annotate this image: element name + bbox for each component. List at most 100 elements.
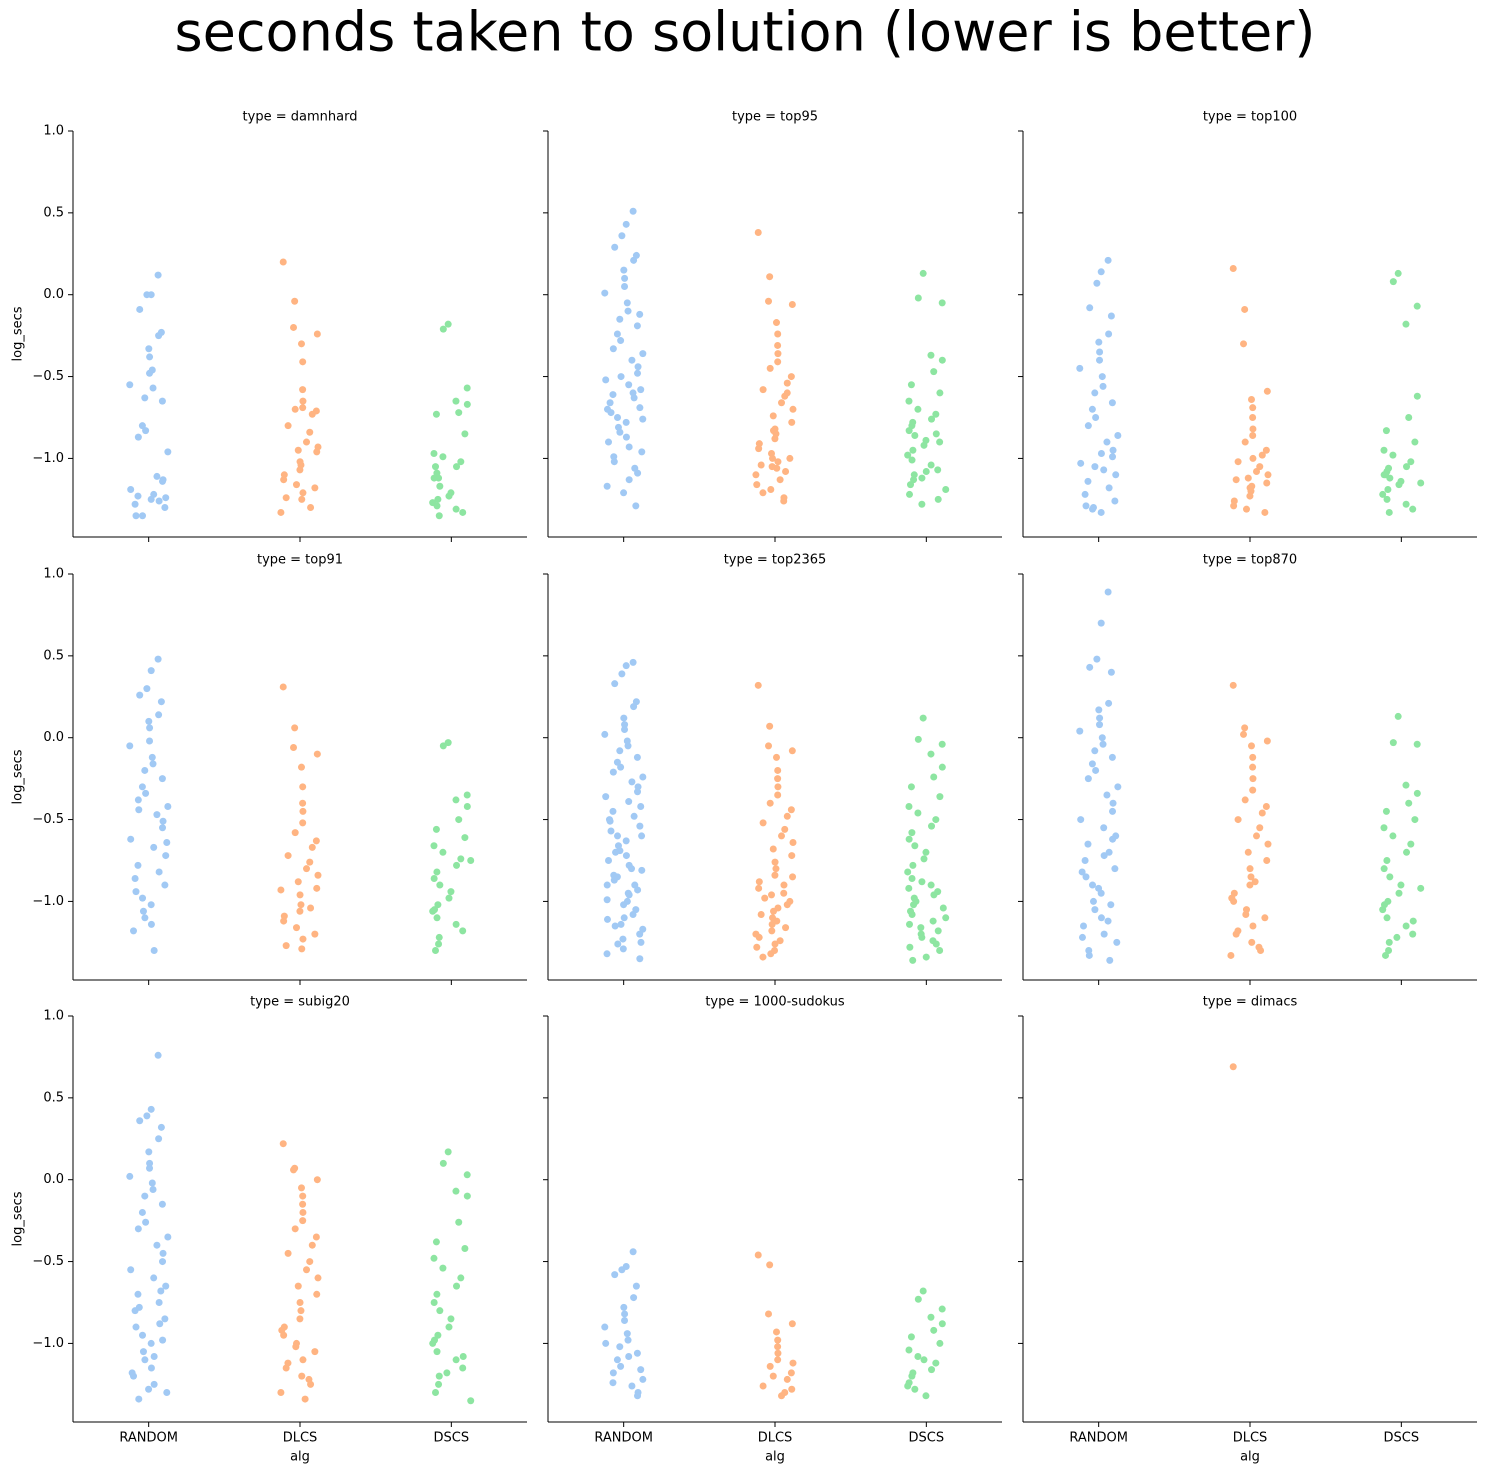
strip-point: [139, 907, 147, 915]
strip-point: [603, 950, 611, 958]
strip-point: [1244, 848, 1252, 856]
x-axis-label: alg: [765, 1450, 785, 1465]
strip-point: [781, 825, 789, 833]
strip-point: [148, 1179, 156, 1187]
strip-point: [920, 441, 928, 449]
strip-point: [299, 397, 307, 405]
strip-point: [918, 500, 926, 508]
strip-point: [637, 802, 645, 810]
figure-title: seconds taken to solution (lower is bett…: [175, 1, 1316, 64]
strip-point: [445, 1323, 453, 1331]
strip-point: [1253, 832, 1261, 840]
strip-point: [1253, 468, 1261, 476]
panel-title: type = dimacs: [1203, 995, 1298, 1010]
strip-point: [624, 1336, 632, 1344]
strip-point: [463, 791, 471, 799]
strip-point: [132, 888, 140, 896]
strip-point: [164, 448, 172, 456]
strip-point: [629, 207, 637, 215]
strip-point: [130, 927, 138, 935]
panel-title: type = top870: [1203, 553, 1297, 568]
strip-point: [938, 356, 946, 364]
strip-point: [789, 1359, 797, 1367]
strip-point: [780, 889, 788, 897]
strip-point: [282, 942, 290, 950]
strip-point: [1109, 453, 1117, 461]
strip-point: [619, 945, 627, 953]
strip-point: [768, 920, 776, 928]
strip-point: [907, 1333, 915, 1341]
strip-point: [141, 1192, 149, 1200]
strip-point: [135, 1303, 143, 1311]
strip-point: [782, 468, 790, 476]
strip-point: [905, 397, 913, 405]
strip-point: [145, 717, 153, 725]
strip-point: [1105, 484, 1113, 492]
strip-point: [1402, 781, 1410, 789]
strip-point: [634, 1392, 642, 1400]
strip-point: [127, 1266, 135, 1274]
y-tick-label: −1.0: [32, 894, 64, 909]
strip-point: [1244, 474, 1252, 482]
strip-point: [159, 477, 167, 485]
strip-point: [1263, 387, 1271, 395]
strip-point: [279, 683, 287, 691]
strip-point: [1251, 878, 1259, 886]
strip-point: [1383, 495, 1391, 503]
strip-point: [138, 1208, 146, 1216]
strip-point: [433, 1290, 441, 1298]
strip-point: [759, 1382, 767, 1390]
strip-point: [601, 730, 609, 738]
strip-point: [147, 1339, 155, 1347]
strip-point: [299, 799, 307, 807]
y-tick-label: 1.0: [43, 124, 64, 139]
strip-point: [1241, 796, 1249, 804]
strip-point: [150, 843, 158, 851]
strip-point: [146, 724, 154, 732]
strip-point: [435, 512, 443, 520]
strip-point: [439, 453, 447, 461]
strip-point: [908, 456, 916, 464]
strip-point: [603, 482, 611, 490]
strip-point: [126, 1172, 134, 1180]
strip-point: [774, 330, 782, 338]
y-tick-label: 1.0: [43, 1009, 64, 1024]
strip-point: [914, 405, 922, 413]
strip-point: [1095, 338, 1103, 346]
strip-point: [305, 1375, 313, 1383]
strip-point: [609, 345, 617, 353]
y-tick-label: 0.0: [43, 287, 64, 302]
strip-point: [145, 345, 153, 353]
strip-point: [929, 917, 937, 925]
strip-point: [625, 798, 633, 806]
strip-point: [1249, 425, 1257, 433]
strip-point: [156, 1320, 164, 1328]
strip-point: [942, 914, 950, 922]
strip-point: [755, 884, 763, 892]
strip-point: [919, 714, 927, 722]
strip-point: [431, 906, 439, 914]
strip-point: [1111, 865, 1119, 873]
strip-point: [163, 838, 171, 846]
strip-point: [298, 1372, 306, 1380]
strip-point: [934, 466, 942, 474]
strip-point: [613, 873, 621, 881]
strip-point: [770, 427, 778, 435]
strip-point: [435, 1380, 443, 1388]
strip-point: [459, 927, 467, 935]
strip-point: [927, 881, 935, 889]
strip-point: [314, 1274, 322, 1282]
strip-point: [616, 428, 624, 436]
strip-point: [917, 924, 925, 932]
strip-point: [436, 482, 444, 490]
strip-point: [433, 914, 441, 922]
strip-point: [1249, 922, 1257, 930]
strip-point: [435, 474, 443, 482]
strip-point: [1096, 348, 1104, 356]
strip-point: [918, 474, 926, 482]
strip-point: [1086, 663, 1094, 671]
strip-point: [1246, 492, 1254, 500]
strip-point: [147, 901, 155, 909]
strip-point: [605, 816, 613, 824]
strip-point: [434, 495, 442, 503]
